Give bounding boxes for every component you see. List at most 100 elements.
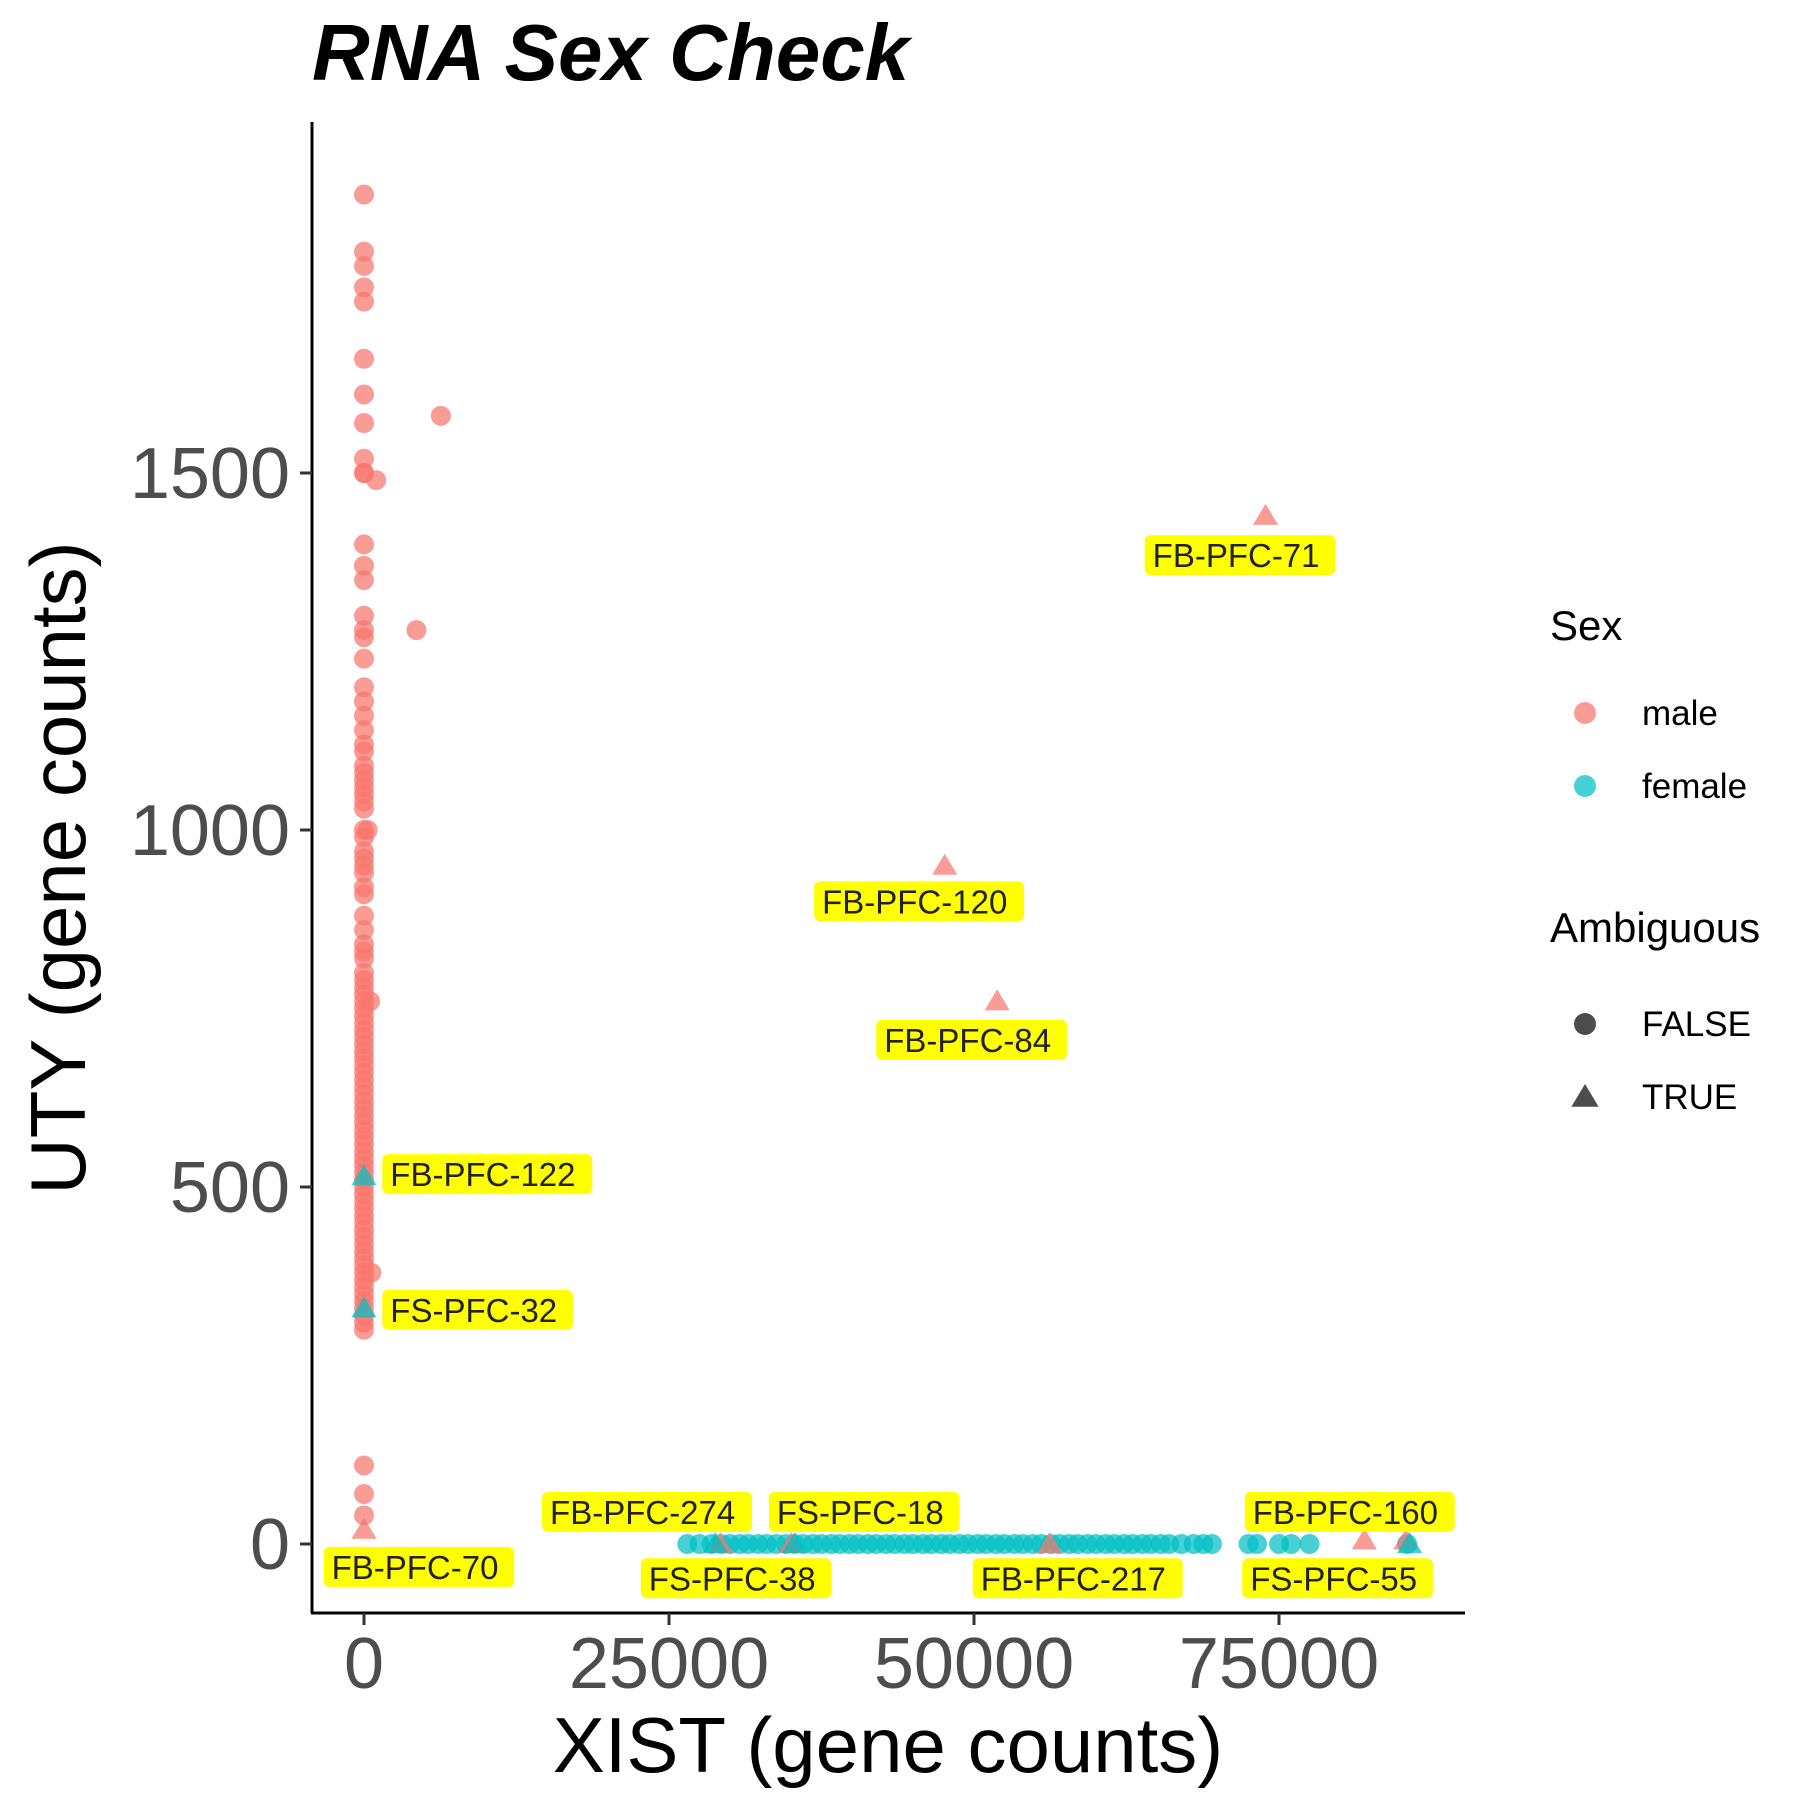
sample-label: FS-PFC-38 [649, 1560, 816, 1597]
sample-label-background [972, 1558, 1183, 1599]
sample-label-background [382, 1154, 593, 1195]
sample-label-background [640, 1558, 832, 1599]
data-point-triangle [351, 1517, 377, 1539]
x-axis-title: XIST (gene counts) [553, 1701, 1224, 1789]
legend-label: TRUE [1642, 1078, 1737, 1117]
data-point [354, 1484, 374, 1505]
axes [310, 122, 1465, 1615]
data-point [354, 570, 374, 591]
chart-title: RNA Sex Check [312, 8, 913, 97]
data-point-triangle [1396, 1532, 1423, 1553]
data-point [354, 905, 374, 926]
data-point [354, 1505, 374, 1526]
data-point [430, 405, 451, 426]
data-point [354, 241, 374, 262]
sample-label-background [323, 1546, 515, 1587]
data-point-triangle [702, 1532, 728, 1553]
data-point-triangle [782, 1532, 808, 1553]
data-point [361, 1262, 382, 1283]
data-point [366, 470, 387, 491]
sample-label-background [768, 1491, 960, 1532]
data-point [1201, 1534, 1222, 1554]
data-point [354, 348, 374, 369]
sample-label: FB-PFC-217 [981, 1560, 1166, 1597]
sample-label: FB-PFC-84 [884, 1022, 1051, 1059]
ticks: 0 500 1000 1500 0 25000 50000 75000 [130, 434, 1379, 1704]
legend-label: FALSE [1642, 1005, 1751, 1044]
sample-label: FB-PFC-160 [1253, 1494, 1438, 1531]
legend-key-male [1574, 702, 1596, 724]
data-point-triangle [351, 1296, 377, 1318]
legend-label: female [1642, 767, 1747, 806]
data-point-triangle [932, 853, 958, 875]
data-point [354, 919, 374, 940]
sample-label: FB-PFC-70 [332, 1549, 499, 1586]
data-point [354, 1455, 374, 1476]
data-point [360, 991, 381, 1012]
annotation-layer: FB-PFC-71 FB-PFC-120 FB-PFC-84 FB-PFC-122 FS… [323, 535, 1455, 1599]
data-point [354, 1319, 374, 1340]
legend: Sex male female Ambiguous FALSE TRUE [1550, 602, 1760, 1117]
plot-marks [351, 184, 1423, 1554]
data-point [354, 255, 374, 276]
x-tick-label: 0 [344, 1624, 384, 1704]
y-tick-label: 1000 [130, 791, 290, 871]
sample-label: FB-PFC-274 [550, 1494, 735, 1531]
data-point [357, 820, 378, 840]
data-point [354, 705, 374, 726]
y-tick-label: 0 [250, 1505, 290, 1585]
y-tick-label: 500 [170, 1148, 290, 1228]
legend-title: Ambiguous [1550, 904, 1760, 951]
data-point [354, 741, 374, 762]
data-point [354, 448, 374, 469]
data-point [354, 948, 374, 969]
data-point [354, 798, 374, 819]
legend-label: male [1642, 694, 1718, 733]
data-point [354, 677, 374, 698]
legend-key-female [1574, 775, 1596, 797]
sample-label-background [876, 1019, 1067, 1060]
sample-label-background [382, 1289, 573, 1330]
sample-label-background [1242, 1558, 1433, 1599]
sample-label: FS-PFC-55 [1250, 1560, 1417, 1597]
sample-label-background [814, 881, 1025, 922]
sample-label: FB-PFC-71 [1153, 537, 1320, 574]
data-point [354, 555, 374, 576]
legend-title: Sex [1550, 602, 1622, 649]
data-point-triangle [984, 989, 1010, 1011]
data-point [406, 620, 427, 641]
legend-key-triangle [1571, 1084, 1599, 1107]
data-point [354, 648, 374, 669]
data-point [354, 605, 374, 626]
sample-label: FS-PFC-32 [390, 1292, 557, 1329]
data-point [354, 691, 374, 712]
data-point-triangle [351, 1164, 377, 1186]
sample-label-background [1144, 535, 1336, 576]
y-tick-label: 1500 [130, 434, 290, 514]
data-point [354, 720, 374, 741]
sample-label-background [542, 1491, 753, 1532]
data-point-triangle [1252, 503, 1279, 525]
sample-label: FS-PFC-18 [777, 1494, 944, 1531]
legend-key-circle [1574, 1013, 1596, 1035]
data-point [354, 291, 374, 312]
data-point-triangle [1037, 1532, 1063, 1553]
sample-label: FB-PFC-120 [822, 883, 1007, 920]
data-point [354, 184, 374, 205]
data-point [354, 534, 374, 555]
data-point [1299, 1534, 1320, 1554]
x-tick-label: 75000 [1179, 1624, 1379, 1704]
y-axis-title: UTY (gene counts) [14, 541, 102, 1194]
data-point [354, 862, 374, 883]
data-point [354, 884, 374, 905]
data-point [354, 413, 374, 434]
data-point [1281, 1534, 1302, 1554]
data-point [354, 627, 374, 648]
x-tick-label: 50000 [874, 1624, 1074, 1704]
data-point [354, 384, 374, 405]
data-point-triangle [1351, 1528, 1377, 1550]
sample-label: FB-PFC-122 [390, 1156, 575, 1193]
data-point [354, 277, 374, 298]
sample-label-background [1244, 1491, 1455, 1532]
